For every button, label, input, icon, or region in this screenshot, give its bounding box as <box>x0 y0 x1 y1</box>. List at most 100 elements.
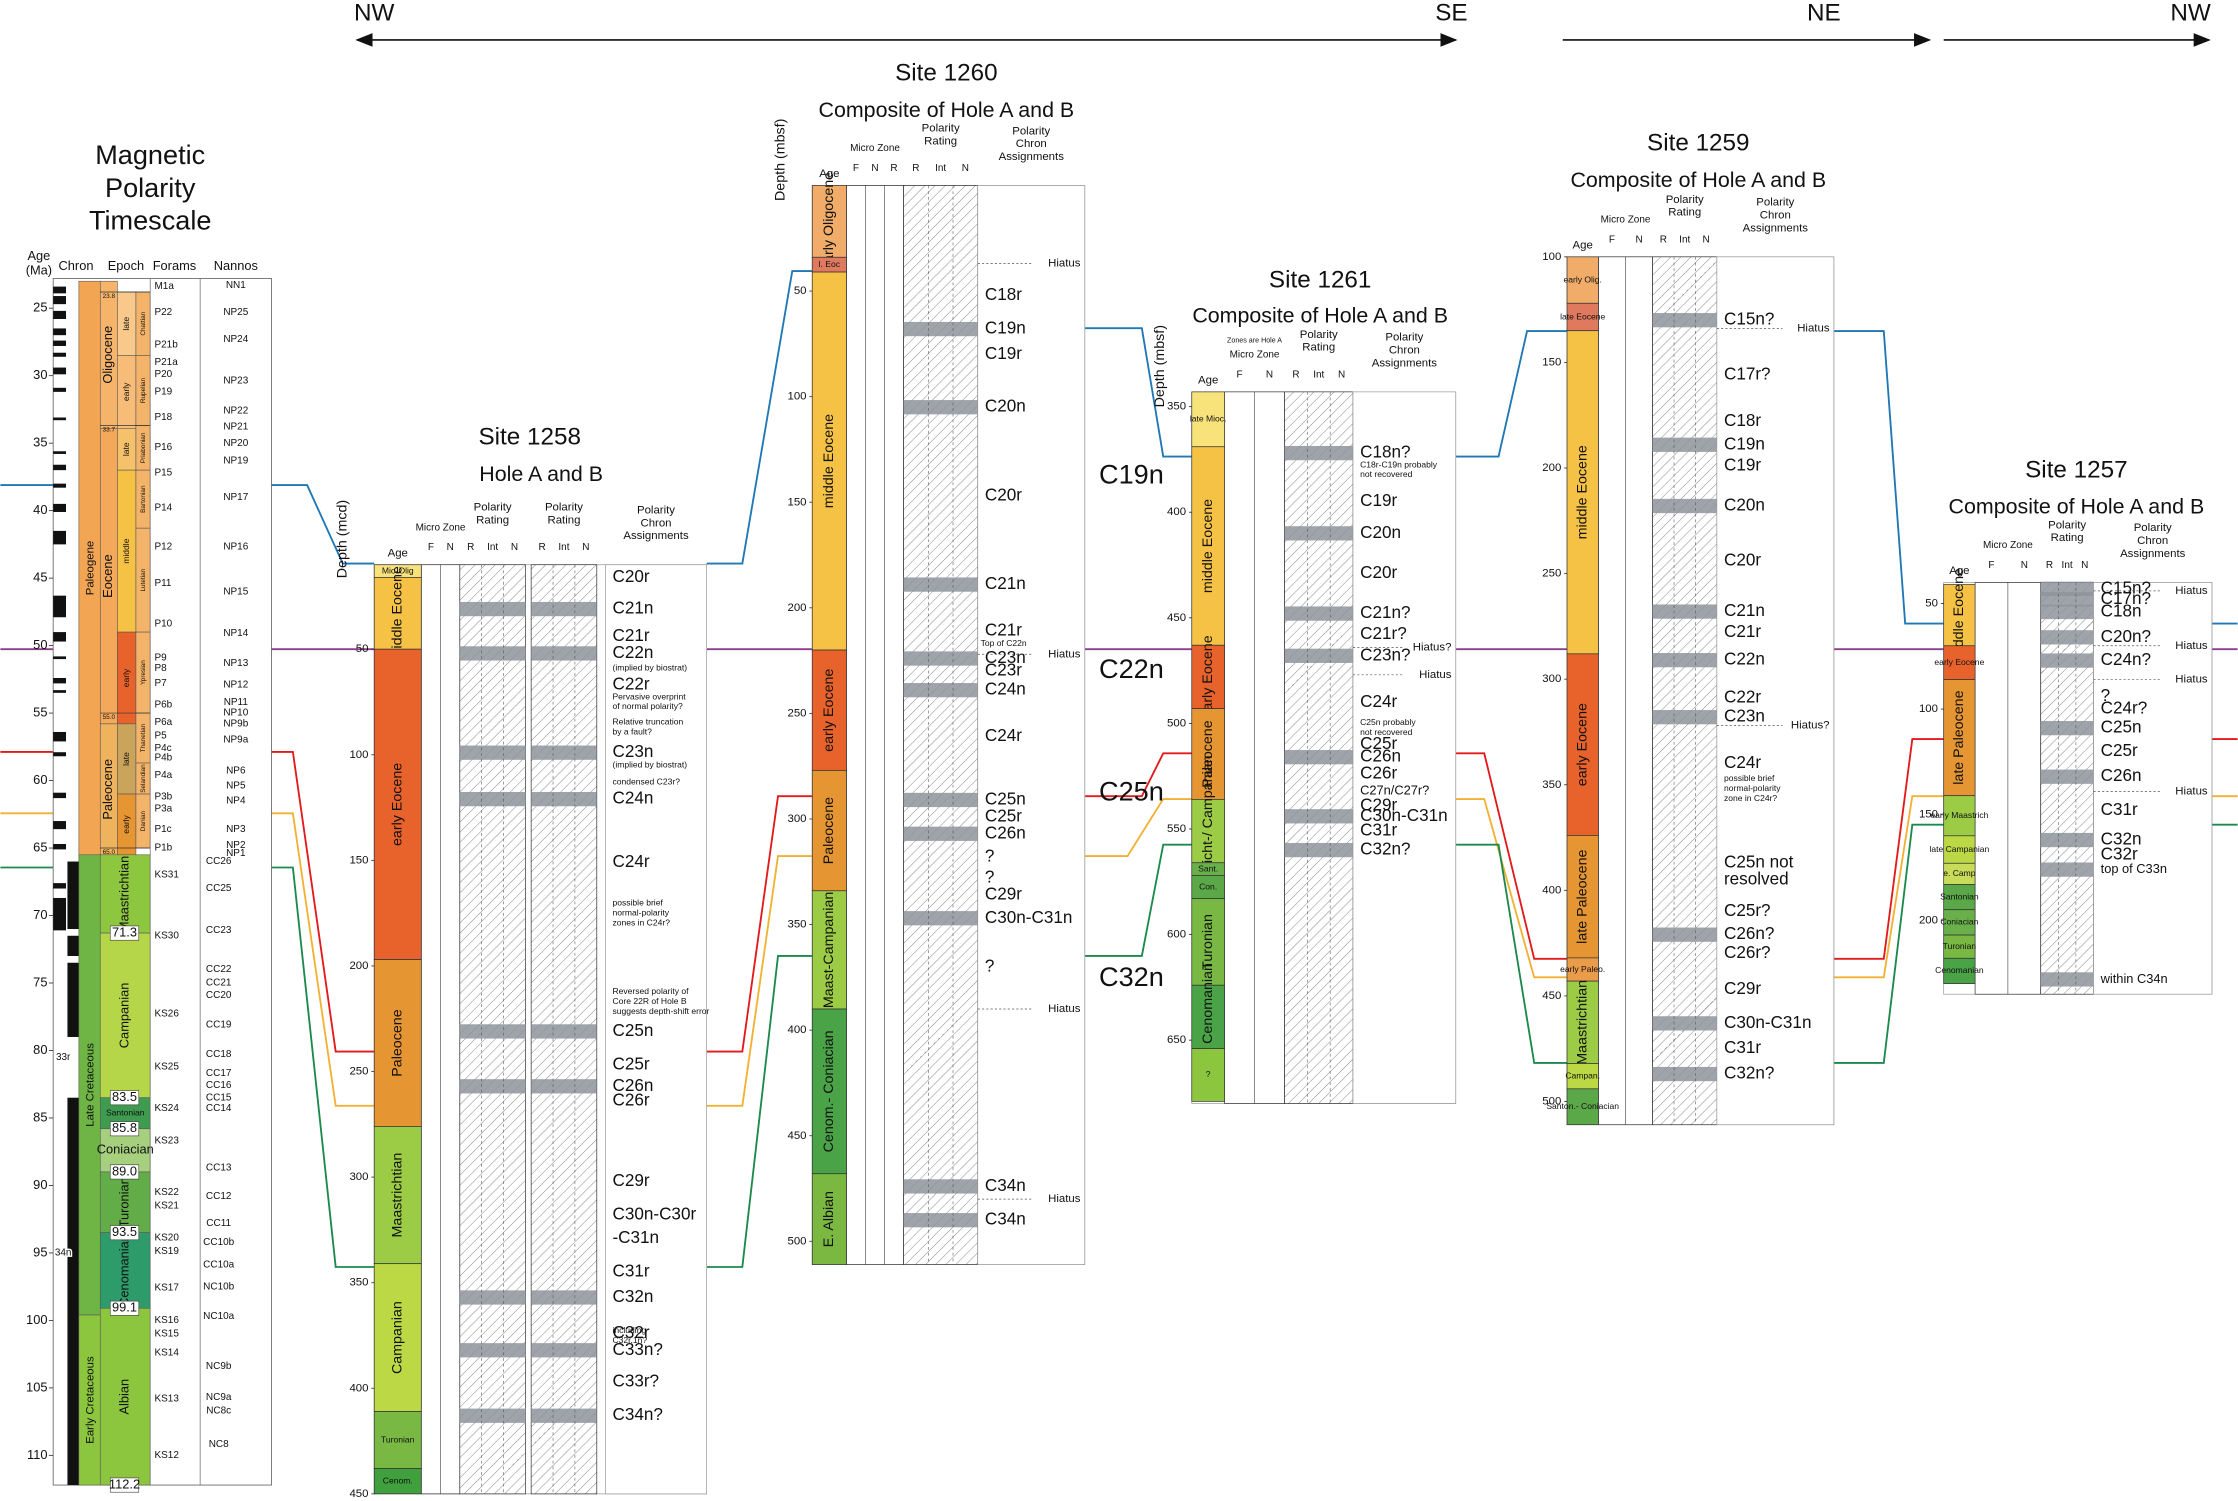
depth-tick-label: 450 <box>1542 990 1561 1002</box>
stage-label: Priabonian <box>140 432 147 463</box>
normal-interval <box>1652 927 1717 942</box>
column-header: F <box>1609 234 1615 245</box>
depth-tick-label: 500 <box>1167 717 1186 729</box>
subepoch-label: late <box>121 752 131 766</box>
age-unit <box>1191 644 1225 709</box>
nanno-zone: CC23 <box>206 925 232 936</box>
normal-interval <box>1284 445 1353 461</box>
polarity-bar <box>53 503 67 512</box>
column-header: Chron <box>1389 344 1420 356</box>
nanno-zone: CC16 <box>206 1080 232 1091</box>
correlation-label: C22n <box>1099 653 1164 684</box>
chron-assignment: C21r <box>612 626 649 645</box>
stage-label: Maastrichtian <box>117 856 132 932</box>
nanno-zone: NP4 <box>226 795 246 806</box>
column-header: Zones are Hole A <box>1227 336 1282 344</box>
column-header: N <box>962 163 969 174</box>
foram-zone: KS24 <box>154 1103 179 1114</box>
normal-interval <box>531 646 597 661</box>
direction-label: NE <box>1807 0 1841 27</box>
depth-tick-label: 450 <box>787 1130 806 1142</box>
correlation-line <box>1833 738 1944 960</box>
normal-interval <box>903 826 978 841</box>
depth-tick-label: 300 <box>1542 673 1561 685</box>
foram-zone: P8 <box>154 663 167 674</box>
nanno-zone: CC18 <box>206 1049 232 1060</box>
depth-tick-label: 450 <box>349 1488 368 1500</box>
column-header: R <box>1660 234 1667 245</box>
age-unit-label: early Eocene <box>1574 703 1590 786</box>
stage-label: Selandian <box>140 764 147 793</box>
age-unit <box>373 1411 422 1469</box>
correlation-line <box>706 955 813 1268</box>
nanno-zone: NP19 <box>223 455 248 466</box>
age-tick-label: 30 <box>33 367 47 382</box>
age-tick-label: 95 <box>33 1244 47 1259</box>
age-unit-label: Paleocene <box>821 797 837 864</box>
foram-zone: P5 <box>154 731 167 742</box>
column-header: Age <box>1198 374 1218 386</box>
chron-column <box>1352 391 1457 1104</box>
age-unit <box>811 1173 847 1265</box>
correlation-line <box>1084 843 1192 957</box>
column-header: Polarity <box>2134 522 2172 534</box>
column-header: Polarity <box>1756 197 1794 209</box>
column-header: Age <box>1949 565 1969 577</box>
stage-band <box>99 932 151 1099</box>
age-unit-label: late Mioc. <box>1190 414 1227 424</box>
site-title: Site 1259 <box>1647 130 1749 157</box>
normal-interval <box>2040 604 2094 620</box>
age-unit-label: Maast-Campanian <box>821 892 837 1008</box>
stage-label: Rupelian <box>140 377 147 403</box>
foram-zone: P20 <box>154 369 172 380</box>
hiatus-label: Hiatus <box>1419 669 1452 681</box>
chron-assignment: C24n <box>612 789 653 808</box>
nanno-zone: NP5 <box>226 781 246 792</box>
chron-assignment: C21r? <box>1360 624 1407 643</box>
chron-assignment: C18n? <box>1360 443 1410 462</box>
age-unit-label: Paleocene <box>390 1009 406 1076</box>
chron-assignment: resolved <box>1724 869 1789 888</box>
column-header: Rating <box>924 135 957 147</box>
polarity-bar <box>53 417 67 421</box>
subepoch-label: late <box>121 442 131 456</box>
column-header: Polarity <box>545 502 583 514</box>
age-unit-label: l. Eoc <box>819 259 841 269</box>
polarity-bar <box>67 861 79 930</box>
depth-tick-label: 250 <box>787 707 806 719</box>
column-header: Forams <box>153 258 196 273</box>
foram-zone: KS30 <box>154 930 179 941</box>
chron-assignment: C24r? <box>2101 699 2148 718</box>
column-header: Rating <box>1302 342 1335 354</box>
nanno-zone: NP12 <box>223 679 248 690</box>
chron-column <box>977 185 1086 1265</box>
chron-assignment: C18n <box>2101 602 2142 621</box>
stage-label: Thanetian <box>140 723 147 752</box>
foram-zone: KS12 <box>154 1450 179 1461</box>
chron-assignment: C20n? <box>2101 627 2151 646</box>
column-header: N <box>2081 560 2088 571</box>
depth-tick-label: 600 <box>1167 929 1186 941</box>
stage-label: Danian <box>140 810 147 831</box>
site-title: Site 1257 <box>2025 456 2127 483</box>
column-header: Polarity <box>1666 194 1704 206</box>
rating-column <box>2040 582 2094 995</box>
chron-assignment: C20r <box>985 485 1022 504</box>
nanno-zone: NP22 <box>223 405 248 416</box>
timescale-title: Timescale <box>89 205 211 236</box>
boundary-box <box>109 1477 140 1493</box>
polarity-bar <box>53 731 67 742</box>
chron-assignment: C24r <box>1360 692 1397 711</box>
age-unit-label: Maastrichtian <box>1574 980 1590 1065</box>
chron-assignment: C33r? <box>612 1371 659 1390</box>
column-header: Micro Zone <box>416 522 466 533</box>
chron-assignment: C20r <box>1360 563 1397 582</box>
boundary-box <box>109 925 140 941</box>
stage-band <box>99 854 151 934</box>
chron-assignment: C30n-C31n <box>985 908 1073 927</box>
polarity-bar <box>53 530 67 545</box>
chron-assignment: C32n? <box>1724 1064 1774 1083</box>
normal-interval <box>459 791 526 807</box>
